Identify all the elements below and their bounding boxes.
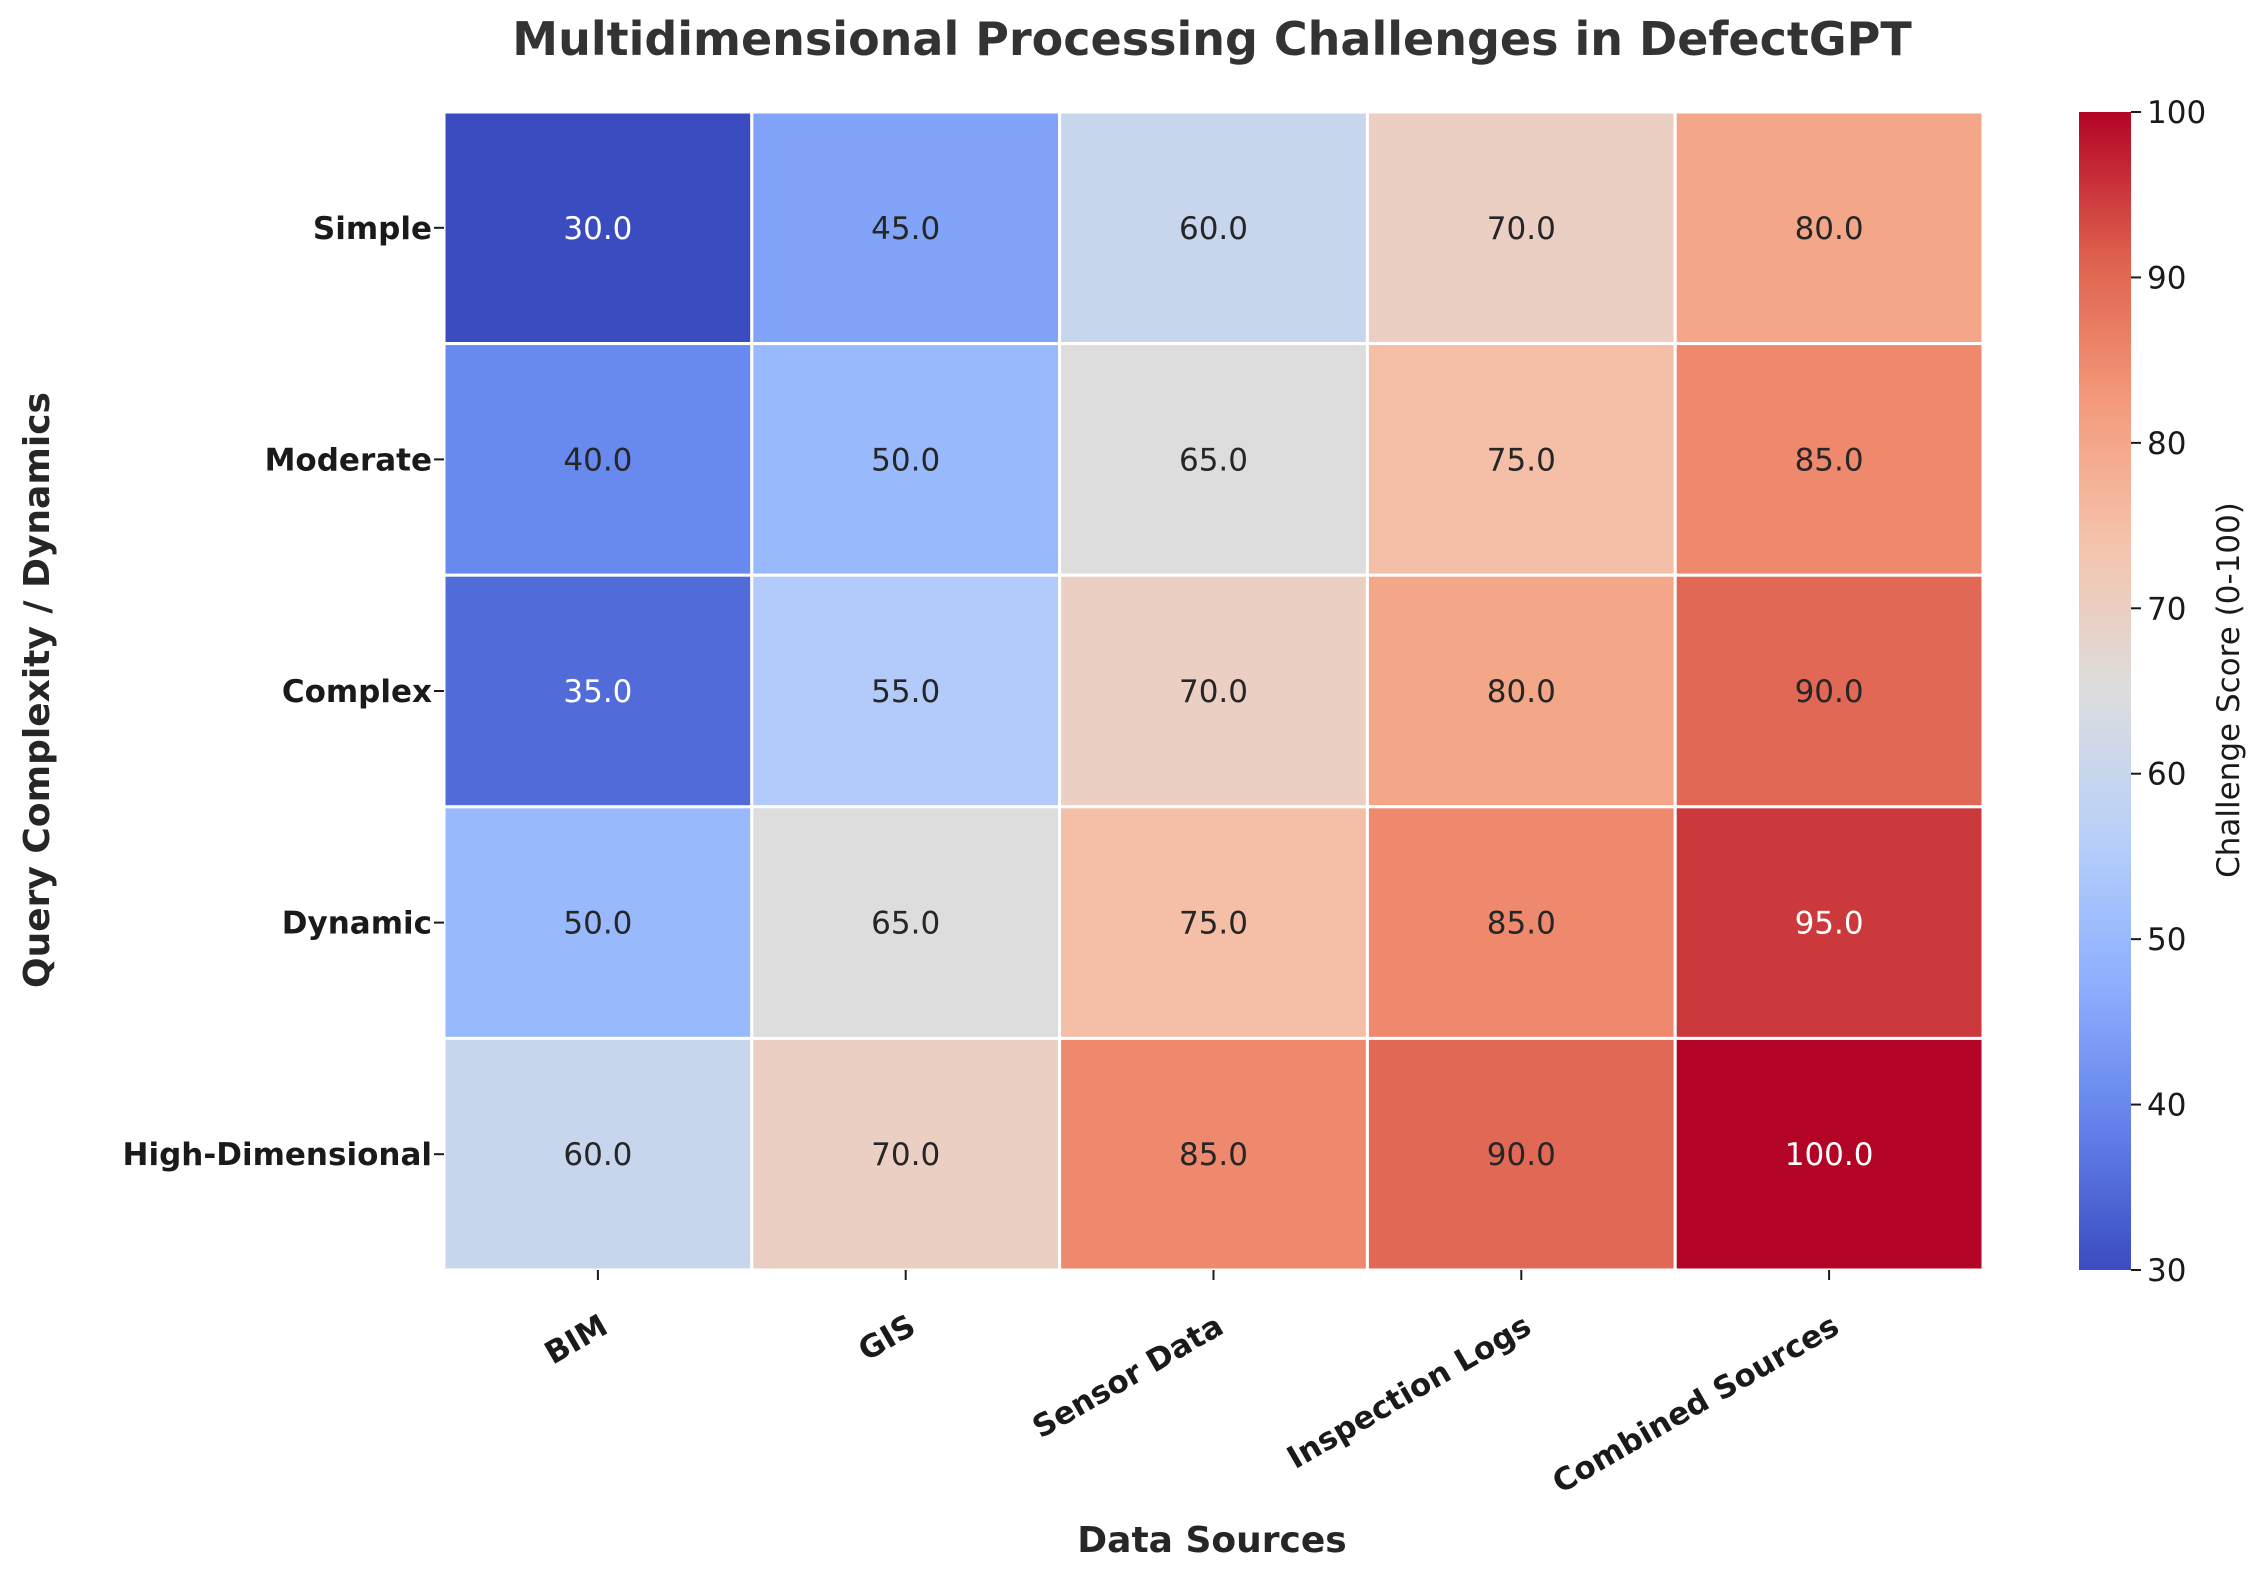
heatmap-cell xyxy=(1365,805,1677,1040)
colorbar-tick-label: 90 xyxy=(2147,260,2186,296)
y-tick-label: High-Dimensional xyxy=(123,1137,432,1173)
heatmap-cell xyxy=(442,1036,754,1272)
heatmap-cell xyxy=(1673,805,1985,1040)
colorbar-label: Challenge Score (0-100) xyxy=(2211,502,2247,878)
x-tick-label: Inspection Logs xyxy=(1281,1308,1537,1477)
heatmap-cell xyxy=(750,573,1062,809)
y-tick-label: Simple xyxy=(313,211,432,247)
cell-value-label: 80.0 xyxy=(1487,674,1556,710)
colorbar-tick-label: 70 xyxy=(2147,591,2186,627)
heatmap-cell xyxy=(442,342,754,577)
colorbar-tick-label: 60 xyxy=(2147,757,2186,793)
y-tick-label: Complex xyxy=(282,674,432,710)
cell-value-label: 50.0 xyxy=(563,906,632,942)
x-axis-label: Data Sources xyxy=(1077,1520,1346,1561)
colorbar-tick-label: 50 xyxy=(2147,922,2186,958)
x-tick-label: Combined Sources xyxy=(1546,1308,1845,1501)
cell-value-label: 45.0 xyxy=(871,211,940,247)
heatmap-cell xyxy=(1058,110,1369,346)
cell-value-label: 90.0 xyxy=(1487,1137,1556,1173)
heatmap-cell xyxy=(1673,342,1985,577)
colorbar-tick-label: 40 xyxy=(2147,1088,2186,1124)
heatmap-cell xyxy=(1058,573,1369,809)
cell-value-label: 85.0 xyxy=(1179,1137,1248,1173)
heatmap-cell xyxy=(1058,1036,1369,1272)
heatmap-cell xyxy=(1673,573,1985,809)
cell-value-label: 40.0 xyxy=(563,442,632,478)
cell-value-label: 95.0 xyxy=(1795,906,1864,942)
y-tick-labels: Simple Moderate Complex Dynamic High-Dimensi… xyxy=(123,211,444,1173)
heatmap-cell xyxy=(1365,573,1677,809)
cell-value-label: 70.0 xyxy=(1179,674,1248,710)
heatmap-cell xyxy=(1058,342,1369,577)
chart-title: Multidimensional Processing Challenges i… xyxy=(512,12,1912,66)
cell-value-label: 85.0 xyxy=(1795,442,1864,478)
heatmap-cell xyxy=(1058,805,1369,1040)
y-tick-label: Dynamic xyxy=(282,906,432,942)
x-tick-labels: BIM GIS Sensor Data Inspection Logs Combined… xyxy=(539,1270,1845,1501)
heatmap-cell xyxy=(1365,110,1677,346)
heatmap-cell xyxy=(750,1036,1062,1272)
heatmap-cells: 30.0 45.0 60.0 70.0 80.0 40.0 50.0 65.0 75.0 85.0… xyxy=(442,110,1985,1272)
x-tick-label: GIS xyxy=(852,1308,921,1369)
heatmap-cell xyxy=(1673,1036,1985,1272)
cell-value-label: 75.0 xyxy=(1487,442,1556,478)
cell-value-label: 65.0 xyxy=(871,906,940,942)
cell-value-label: 80.0 xyxy=(1795,211,1864,247)
cell-value-label: 65.0 xyxy=(1179,442,1248,478)
x-tick-label: Sensor Data xyxy=(1026,1308,1229,1446)
colorbar-gradient xyxy=(2079,112,2131,1270)
cell-value-label: 85.0 xyxy=(1487,906,1556,942)
x-tick-label: BIM xyxy=(539,1308,614,1372)
cell-value-label: 75.0 xyxy=(1179,906,1248,942)
heatmap-cell xyxy=(1673,110,1985,346)
cell-value-label: 55.0 xyxy=(871,674,940,710)
heatmap-cell xyxy=(750,805,1062,1040)
cell-value-label: 70.0 xyxy=(871,1137,940,1173)
cell-value-label: 60.0 xyxy=(563,1137,632,1173)
y-tick-label: Moderate xyxy=(265,442,432,478)
colorbar-tick-label: 80 xyxy=(2147,426,2186,462)
colorbar: 30 40 50 60 70 80 90 100 xyxy=(2079,95,2206,1289)
heatmap-cell xyxy=(442,110,754,346)
cell-value-label: 100.0 xyxy=(1785,1137,1874,1173)
colorbar-tick-label: 100 xyxy=(2147,95,2206,131)
cell-value-label: 90.0 xyxy=(1795,674,1864,710)
cell-value-label: 30.0 xyxy=(563,211,632,247)
cell-value-label: 35.0 xyxy=(563,674,632,710)
cell-value-label: 50.0 xyxy=(871,442,940,478)
colorbar-tick-label: 30 xyxy=(2147,1253,2186,1289)
y-axis-label: Query Complexity / Dynamics xyxy=(17,392,58,988)
cell-value-label: 70.0 xyxy=(1487,211,1556,247)
heatmap-cell xyxy=(750,110,1062,346)
cell-value-label: 60.0 xyxy=(1179,211,1248,247)
